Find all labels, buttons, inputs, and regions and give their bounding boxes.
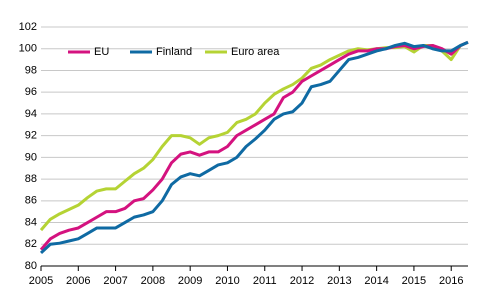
x-tick-label: 2014 [364,275,388,287]
y-tick-label: 90 [25,151,37,163]
x-tick-label: 2010 [215,275,239,287]
y-tick-label: 84 [25,216,37,228]
x-tick-label: 2012 [290,275,314,287]
x-tick-label: 2008 [141,275,165,287]
legend-label: Finland [156,46,192,58]
y-tick-label: 86 [25,195,37,207]
y-tick-label: 88 [25,173,37,185]
legend-label: EU [94,46,109,58]
y-tick-label: 98 [25,64,37,76]
x-tick-label: 2013 [327,275,351,287]
x-tick-label: 2007 [103,275,127,287]
x-tick-label: 2009 [178,275,202,287]
x-tick-label: 2011 [253,275,277,287]
legend-label: Euro area [231,46,280,58]
series-line [39,40,469,255]
y-tick-label: 92 [25,130,37,142]
y-tick-label: 82 [25,238,37,250]
y-tick-label: 96 [25,86,37,98]
series-line [39,40,469,251]
y-tick-label: 102 [19,21,37,33]
x-tick-label: 2005 [29,275,53,287]
y-tick-label: 100 [19,43,37,55]
y-tick-label: 94 [25,108,37,120]
x-tick-label: 2016 [439,275,463,287]
x-tick-label: 2006 [66,275,90,287]
y-tick-label: 80 [25,260,37,272]
x-tick-label: 2015 [402,275,426,287]
